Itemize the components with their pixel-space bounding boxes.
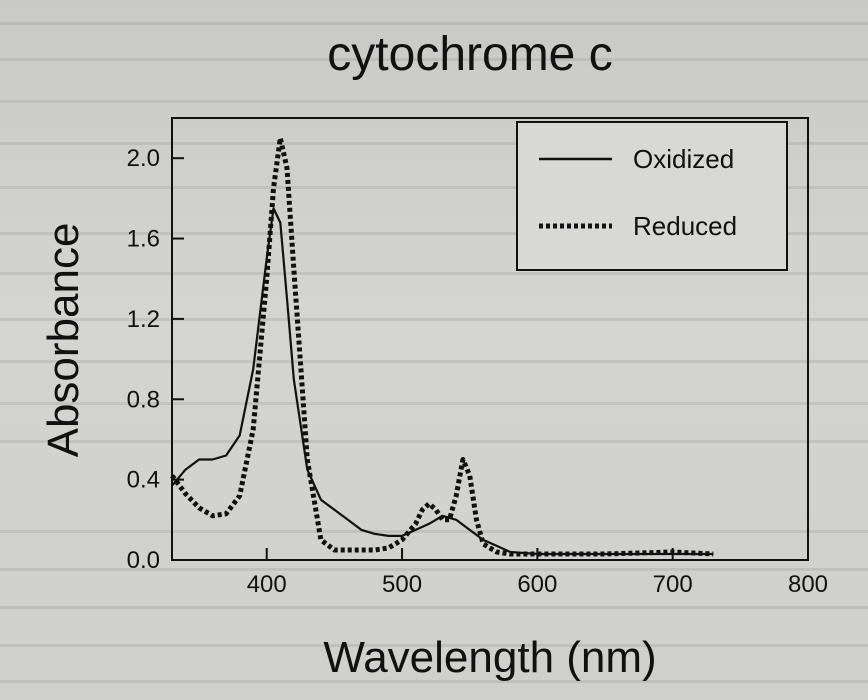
legend-box — [516, 121, 788, 271]
x-tick-label: 400 — [247, 571, 287, 598]
paper-line — [0, 606, 868, 609]
paper-line — [0, 644, 868, 647]
paper-background — [0, 22, 868, 683]
paper-line — [0, 680, 868, 683]
chart-title: cytochrome c — [327, 28, 612, 81]
y-tick-label: 1.6 — [127, 226, 160, 253]
legend: Oxidized Reduced — [516, 121, 788, 271]
paper-line — [0, 232, 868, 235]
y-tick-label: 1.2 — [127, 306, 160, 333]
paper-line — [0, 402, 868, 405]
paper-line — [0, 530, 868, 533]
plot-frame — [171, 117, 809, 561]
y-tick-label: 0.0 — [127, 547, 160, 574]
paper-line — [0, 360, 868, 363]
paper-line — [0, 100, 868, 103]
paper-line — [0, 440, 868, 443]
y-tick-label: 2.0 — [127, 145, 160, 172]
paper-line — [0, 318, 868, 321]
series-line-oxidized — [171, 207, 714, 556]
y-tick-label: 0.4 — [127, 467, 160, 494]
x-tick-label: 600 — [517, 571, 557, 598]
paper-line — [0, 568, 868, 571]
x-axis: 400 500 600 700 800 — [247, 548, 828, 598]
series-layer — [169, 135, 714, 557]
y-tick-label: 0.8 — [127, 386, 160, 413]
legend-label-reduced: Reduced — [633, 211, 737, 241]
paper-line — [0, 142, 868, 145]
x-tick-label: 500 — [382, 571, 422, 598]
paper-line — [0, 186, 868, 189]
legend-label-oxidized: Oxidized — [633, 144, 734, 174]
y-axis: 0.0 0.4 0.8 1.2 1.6 2.0 — [127, 145, 184, 574]
x-axis-label: Wavelength (nm) — [323, 633, 656, 682]
paper-line — [0, 58, 868, 61]
x-tick-label: 700 — [653, 571, 693, 598]
y-axis-label: Absorbance — [39, 223, 88, 458]
paper-line — [0, 272, 868, 275]
x-tick-label: 800 — [788, 571, 828, 598]
series-line-reduced — [169, 135, 714, 557]
paper-line — [0, 22, 868, 25]
